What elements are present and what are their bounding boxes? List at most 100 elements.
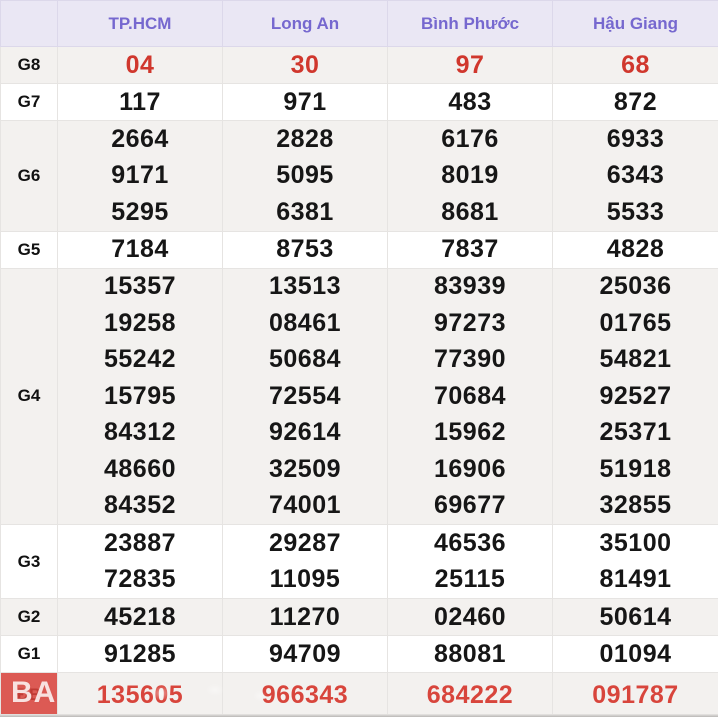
prize-value: 11095	[269, 565, 341, 594]
table-body: G8 04 30 97 68 G7 117 971 483 872 G6 2664 9171 5295 28…	[0, 46, 718, 717]
prize-value: 872	[613, 87, 658, 116]
prize-value: 6176	[441, 124, 499, 153]
bottom-shadow	[0, 714, 718, 717]
row-label: G2	[0, 598, 58, 636]
prize-value: 83939	[433, 272, 507, 301]
prize-cell: 483	[387, 83, 553, 121]
prize-value: 971	[283, 87, 327, 116]
prize-value: 32509	[268, 454, 342, 483]
prize-value: 25036	[599, 272, 672, 301]
prize-value: 966343	[261, 680, 349, 709]
prize-row-g3: G3 23887 72835 29287 11095 46536 25115 35100 814…	[0, 524, 718, 599]
prize-row-đb: ĐB 135605 966343 684222 091787	[0, 672, 718, 717]
prize-value: 77390	[433, 345, 507, 374]
prize-value: 46536	[433, 528, 507, 557]
prize-cell: 91285	[57, 635, 223, 673]
prize-value: 30	[290, 50, 320, 79]
prize-cell: 02460	[387, 598, 553, 636]
prize-cell: 01094	[552, 635, 718, 673]
prize-value: 117	[119, 87, 161, 116]
prize-row-g6: G6 2664 9171 5295 2828 5095 6381 6176 8019 8681 69…	[0, 120, 718, 232]
prize-cell: 135605	[57, 672, 223, 717]
prize-cell: 04	[57, 46, 223, 84]
prize-cell: 872	[552, 83, 718, 121]
prize-value: 81491	[599, 565, 672, 594]
prize-value: 72835	[103, 565, 177, 594]
prize-value: 15795	[103, 381, 177, 410]
prize-cell: 11270	[222, 598, 388, 636]
prize-cell: 117	[57, 83, 223, 121]
prize-value: 01094	[599, 639, 672, 668]
column-header[interactable]: Bình Phước	[387, 0, 553, 47]
prize-value: 15357	[103, 272, 177, 301]
prize-value: 45218	[103, 602, 177, 631]
prize-value: 68	[621, 50, 650, 79]
prize-value: 9171	[111, 161, 169, 190]
prize-cell: 68	[552, 46, 718, 84]
prize-value: 2664	[111, 124, 169, 153]
prize-value: 25371	[599, 418, 672, 447]
prize-value: 11270	[269, 602, 341, 631]
prize-cell: 7184	[57, 230, 223, 269]
prize-row-g5: G5 7184 8753 7837 4828	[0, 230, 718, 269]
prize-cell: 091787	[552, 672, 718, 717]
prize-value: 8753	[276, 235, 334, 263]
prize-cell: 50614	[552, 598, 718, 636]
prize-value: 70684	[433, 381, 507, 410]
prize-value: 4828	[606, 235, 665, 263]
row-label: G7	[0, 83, 58, 121]
row-label-text: G3	[17, 551, 41, 571]
prize-value: 91285	[103, 639, 177, 668]
prize-cell: 29287 11095	[222, 524, 388, 599]
prize-cell: 6933 6343 5533	[552, 120, 718, 232]
prize-value: 88081	[433, 639, 507, 668]
prize-value: 32855	[599, 491, 672, 520]
prize-cell: 684222	[387, 672, 553, 717]
row-label-text: G5	[17, 239, 41, 259]
row-label-text: G7	[17, 92, 41, 111]
prize-row-g7: G7 117 971 483 872	[0, 83, 718, 121]
prize-value: 94709	[268, 639, 342, 668]
prize-cell: 25036 01765 54821 92527 25371 51918 32855	[552, 267, 718, 525]
prize-value: 97273	[433, 308, 507, 337]
row-label: G6	[0, 120, 58, 232]
prize-cell: 8753	[222, 230, 388, 269]
corner-cell	[0, 0, 58, 47]
prize-value: 02460	[433, 602, 507, 631]
row-label-text: G1	[17, 644, 41, 663]
row-label: G5	[0, 230, 58, 269]
prize-cell: 7837	[387, 230, 553, 269]
prize-value: 92614	[268, 418, 342, 447]
row-label-text: G6	[17, 165, 41, 185]
prize-value: 72554	[268, 381, 342, 410]
prize-cell: 30	[222, 46, 388, 84]
prize-value: 48660	[103, 454, 177, 483]
prize-cell: 83939 97273 77390 70684 15962 16906 69677	[387, 267, 553, 525]
prize-value: 2828	[276, 124, 334, 153]
prize-value: 84312	[103, 418, 177, 447]
prize-cell: 94709	[222, 635, 388, 673]
prize-row-g4: G4 15357 19258 55242 15795 84312 48660 84352 135…	[0, 267, 718, 525]
prize-value: 6381	[276, 197, 334, 226]
column-header[interactable]: Hậu Giang	[552, 0, 718, 47]
prize-cell: 97	[387, 46, 553, 84]
prize-value: 74001	[268, 491, 342, 520]
prize-value: 8681	[441, 197, 499, 226]
prize-value: 97	[455, 50, 485, 79]
row-label-text: G2	[17, 607, 41, 626]
prize-value: 8019	[441, 161, 499, 190]
prize-cell: 2664 9171 5295	[57, 120, 223, 232]
prize-cell: 6176 8019 8681	[387, 120, 553, 232]
prize-value: 92527	[599, 381, 672, 410]
prize-row-g8: G8 04 30 97 68	[0, 46, 718, 84]
prize-value: 684222	[426, 680, 514, 709]
prize-cell: 88081	[387, 635, 553, 673]
prize-value: 25115	[434, 565, 506, 594]
column-header[interactable]: TP.HCM	[57, 0, 223, 47]
prize-value: 19258	[103, 308, 177, 337]
prize-value: 84352	[103, 491, 177, 520]
column-header[interactable]: Long An	[222, 0, 388, 47]
prize-value: 5095	[276, 161, 334, 190]
